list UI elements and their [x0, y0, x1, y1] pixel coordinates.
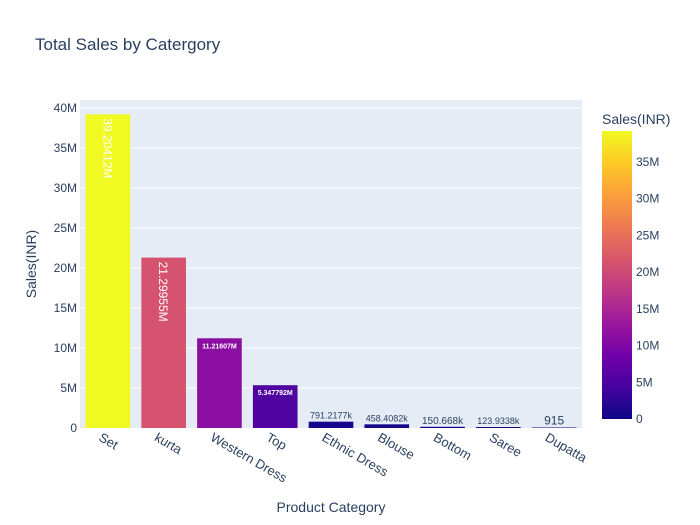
bar [85, 114, 131, 428]
data-label: 791.2177k [310, 411, 353, 421]
colorbar-ticks: 0 5M 10M 15M 20M 25M 30M 35M [636, 155, 659, 426]
y-tick-label: 5M [60, 381, 77, 395]
colorbar-title: Sales(INR) [602, 111, 670, 127]
bar [531, 427, 577, 428]
y-tick-label: 40M [54, 101, 77, 115]
data-label: 915 [544, 414, 564, 428]
chart-title: Total Sales by Catergory [35, 35, 221, 54]
colorbar-tick-label: 20M [636, 265, 659, 279]
bar [308, 421, 354, 428]
y-tick-label: 20M [54, 261, 77, 275]
bar [364, 424, 410, 428]
colorbar-tick-label: 5M [636, 375, 653, 389]
data-label: 21.29955M [156, 262, 170, 322]
x-tick-label: Saree [487, 430, 525, 460]
y-tick-label: 10M [54, 341, 77, 355]
data-label: 11.21607M [202, 343, 237, 350]
colorbar [602, 131, 632, 419]
y-tick-label: 35M [54, 141, 77, 155]
x-tick-label: Bottom [431, 430, 474, 464]
y-tick-label: 0 [70, 421, 77, 435]
data-label: 123.9338k [477, 416, 520, 426]
colorbar-tick-label: 30M [636, 192, 659, 206]
y-tick-label: 25M [54, 221, 77, 235]
data-label: 5.347792M [258, 390, 293, 397]
colorbar-tick-label: 10M [636, 339, 659, 353]
y-tick-label: 15M [54, 301, 77, 315]
bar [197, 338, 242, 428]
colorbar-tick-label: 35M [636, 155, 659, 169]
bar [476, 427, 521, 428]
x-tick-label: Top [264, 430, 290, 453]
x-tick-label: kurta [152, 430, 185, 458]
y-axis-label: Sales(INR) [23, 230, 39, 298]
colorbar-tick-label: 15M [636, 302, 659, 316]
bar [141, 257, 186, 428]
data-label: 39.20412M [100, 118, 114, 178]
x-axis-label: Product Category [277, 499, 386, 515]
x-tick-label: Set [96, 430, 121, 453]
x-tick-label: Dupatta [543, 430, 591, 466]
x-tick-label: Blouse [375, 430, 417, 463]
y-axis-ticks: 0 5M 10M 15M 20M 25M 30M 35M 40M [54, 101, 78, 435]
data-label: 150.668k [422, 416, 464, 427]
colorbar-tick-label: 0 [636, 412, 643, 426]
bar [420, 426, 465, 428]
bar [252, 385, 298, 428]
y-tick-label: 30M [54, 181, 77, 195]
bars: 39.20412M 21.29955M 11.21607M 5.347792M 791.… [85, 114, 577, 428]
colorbar-tick-label: 25M [636, 228, 659, 242]
data-label: 458.4082k [366, 413, 409, 423]
